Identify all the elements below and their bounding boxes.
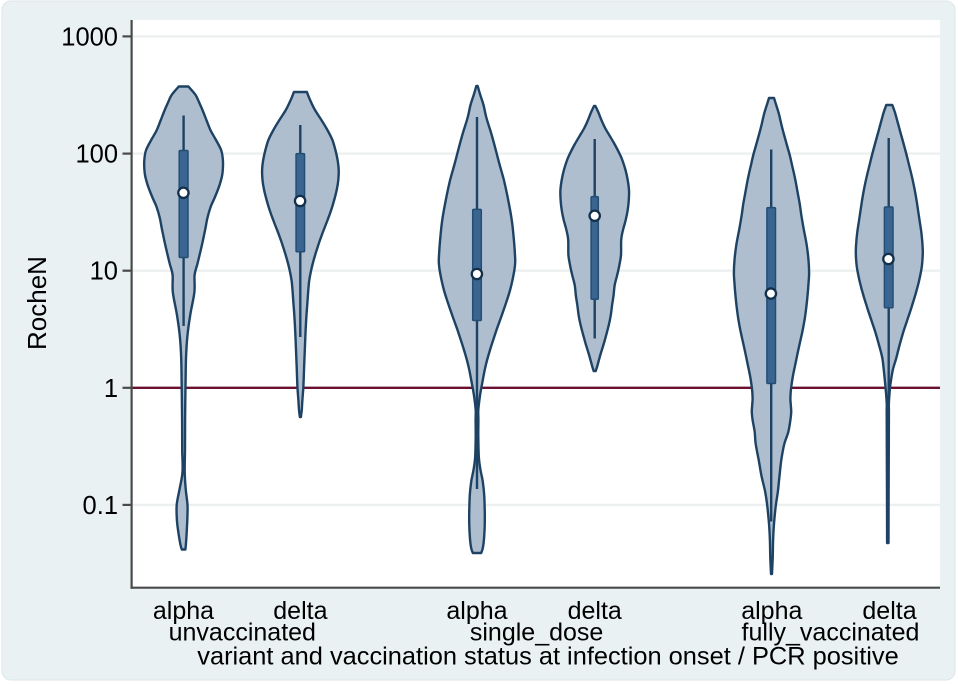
svg-text:unvaccinated: unvaccinated <box>169 619 316 647</box>
svg-text:alpha: alpha <box>446 597 507 625</box>
svg-text:1: 1 <box>104 375 118 403</box>
svg-text:1000: 1000 <box>61 23 118 51</box>
svg-text:fully_vaccinated: fully_vaccinated <box>742 619 920 647</box>
svg-text:single_dose: single_dose <box>470 619 603 647</box>
svg-text:0.1: 0.1 <box>83 492 118 520</box>
svg-text:10: 10 <box>90 258 118 286</box>
svg-text:variant and vaccination status: variant and vaccination status at infect… <box>197 643 898 671</box>
svg-text:delta: delta <box>273 597 327 625</box>
svg-text:alpha: alpha <box>153 597 214 625</box>
svg-text:delta: delta <box>568 597 622 625</box>
svg-text:alpha: alpha <box>741 597 802 625</box>
svg-text:RocheN: RocheN <box>22 256 52 350</box>
svg-text:delta: delta <box>862 597 916 625</box>
svg-text:100: 100 <box>75 141 118 169</box>
